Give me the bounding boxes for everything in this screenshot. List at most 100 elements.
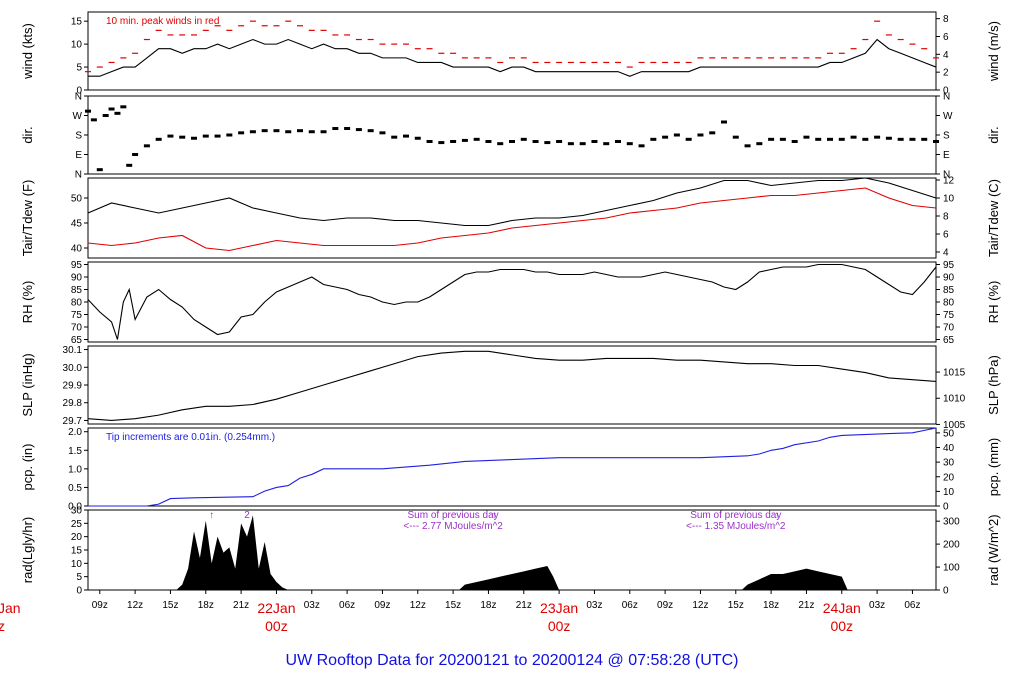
temp-ytick-label-right: 8 [943,212,949,223]
rh-ytick-label-left: 70 [71,323,83,334]
wind-series-peak [85,20,939,73]
rad-daily-sum-0: <--- 2.77 MJoules/m^2 [403,521,503,532]
x-day-date: 24Jan [823,600,861,616]
dir-ytick-label-right: S [943,131,950,142]
rh-ytick-label-left: 85 [71,285,83,296]
x-day-date: 23Jan [540,600,578,616]
rad-ytick-label-right: 0 [943,586,949,597]
pcp-ytick-label-right: 10 [943,487,955,498]
x-tick-label: 09z [374,600,390,611]
rad-ytick-label-right: 200 [943,540,960,551]
x-day-date: 22Jan [257,600,295,616]
temp-ytick-label-right: 6 [943,230,949,241]
rad-ylabel-right: rad (W/m^2) [986,514,1001,585]
x-tick-label: 03z [869,600,885,611]
temp-series-tdew [87,187,937,252]
x-day-time: 00z [548,618,571,634]
temp-ytick-label-left: 45 [71,219,83,230]
temp-ytick-label-right: 12 [943,176,955,187]
wind-ytick-label-right: 8 [943,14,949,25]
pcp-series-0 [88,427,937,507]
x-tick-label: 15z [162,600,178,611]
x-tick-label: 12z [692,600,708,611]
rad-daily-sum-1: Sum of previous day [690,510,781,521]
dir-ytick-label-right: N [943,170,950,181]
chart-footer-title: UW Rooftop Data for 20200121 to 20200124… [286,652,739,669]
panel-slp: SLP (inHg) SLP (hPa) 29.7 29.8 29.9 30.0 30.1 1… [20,345,1001,431]
rad-marker: ↑ [209,510,214,521]
rh-ytick-label-left: 80 [71,298,83,309]
rh-ytick-label-right: 65 [943,335,955,346]
temp-series-tair [87,177,937,227]
rh-ytick-label-left: 65 [71,335,83,346]
dir-ytick-label-left: S [75,131,82,142]
rad-marker: 2 [244,510,250,521]
temp-ytick-label-left: 40 [71,244,83,255]
x-tick-label: 09z [92,600,108,611]
rad-ytick-label-right: 300 [943,517,960,528]
slp-ytick-label-right: 1005 [943,420,966,431]
dir-ytick-label-right: N [943,92,950,103]
slp-ytick-label-right: 1010 [943,394,966,405]
rh-series-0 [87,263,937,340]
slp-frame [87,345,937,425]
rad-ytick-label-left: 10 [71,559,83,570]
pcp-annotation: Tip increments are 0.01in. (0.254mm.) [106,432,275,443]
x-tick-label: 21z [233,600,249,611]
pcp-ytick-label-left: 0.0 [68,502,82,513]
panel-wind: wind (kts) wind (m/s) 0 5 10 15 0 2 4 6 8 10 min. p… [20,11,1001,97]
panel-pcp: pcp. (in) pcp. (mm) 0.0 0.5 1.0 1.5 2.0 0 10 20 30… [20,427,1001,512]
dir-ytick-label-right: E [943,150,950,161]
dir-ylabel-right: dir. [986,126,1001,143]
pcp-ylabel-right: pcp. (mm) [986,438,1001,497]
slp-ytick-label-right: 1015 [943,368,966,379]
rad-area-day-1 [459,566,560,590]
wind-annotation: 10 min. peak winds in red [106,16,219,27]
x-day-date-clipped: Jan [0,600,21,616]
slp-ytick-label-left: 29.9 [63,381,83,392]
slp-series-0 [87,350,937,422]
x-tick-label: 03z [304,600,320,611]
rh-ytick-label-right: 85 [943,285,955,296]
x-day-time-clipped: z [0,618,5,634]
temp-ytick-label-right: 10 [943,194,955,205]
slp-ytick-label-left: 30.1 [63,345,83,356]
rad-daily-sum-1: <--- 1.35 MJoules/m^2 [686,521,786,532]
rh-ylabel-right: RH (%) [986,281,1001,324]
wind-ytick-label-left: 15 [71,17,83,28]
x-day-time: 00z [265,618,288,634]
wind-frame [87,11,937,91]
wind-series-mean [88,38,937,77]
rad-marker: ↑ [492,510,497,521]
rad-ytick-label-left: 25 [71,519,83,530]
rad-ylabel-left: rad(Lgly/hr) [20,517,35,583]
pcp-ytick-label-left: 1.5 [68,446,82,457]
x-tick-label: 03z [586,600,602,611]
rh-ytick-label-right: 95 [943,260,955,271]
x-tick-label: 12z [127,600,143,611]
x-tick-label: 06z [339,600,355,611]
pcp-frame [87,427,937,507]
dir-series-0 [85,105,939,172]
x-tick-label: 09z [657,600,673,611]
temp-ylabel-right: Tair/Tdew (C) [986,179,1001,257]
slp-ytick-label-left: 30.0 [63,363,83,374]
rad-ytick-label-left: 20 [71,532,83,543]
rh-ytick-label-left: 95 [71,260,83,271]
pcp-ytick-label-left: 2.0 [68,427,82,438]
pcp-ylabel-left: pcp. (in) [20,444,35,491]
x-tick-label: 06z [622,600,638,611]
rh-ylabel-left: RH (%) [20,281,35,324]
x-day-time: 00z [830,618,853,634]
wind-ytick-label-left: 10 [71,40,83,51]
dir-ylabel-left: dir. [20,126,35,143]
temp-ytick-label-right: 4 [943,248,949,259]
rad-ytick-label-left: 30 [71,506,83,517]
x-tick-label: 18z [763,600,779,611]
rh-ytick-label-right: 75 [943,310,955,321]
rad-area-day-0 [176,515,289,590]
pcp-ytick-label-left: 1.0 [68,464,82,475]
